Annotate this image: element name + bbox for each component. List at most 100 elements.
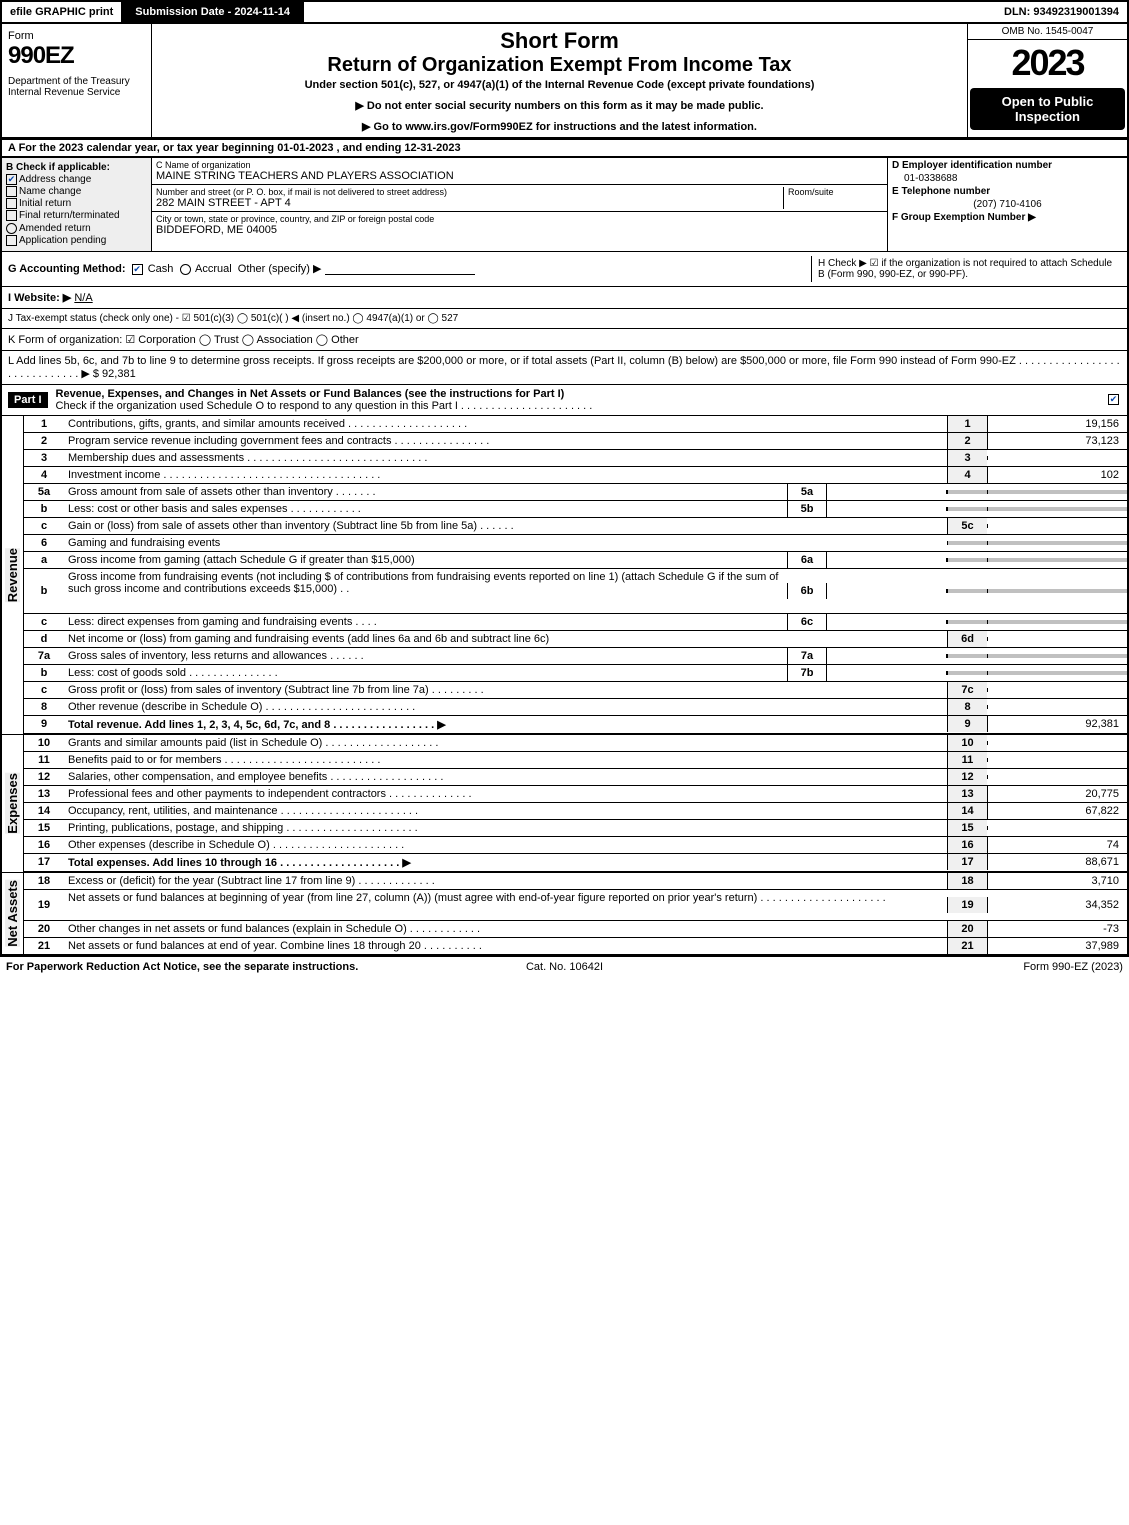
section-h: H Check ▶ ☑ if the organization is not r…	[811, 256, 1121, 282]
netassets-section: Net Assets 18Excess or (deficit) for the…	[0, 873, 1129, 956]
line-15: 15Printing, publications, postage, and s…	[24, 820, 1129, 837]
submission-date: Submission Date - 2024-11-14	[123, 2, 304, 22]
section-c: C Name of organization MAINE STRING TEAC…	[152, 158, 887, 251]
expenses-section: Expenses 10Grants and similar amounts pa…	[0, 735, 1129, 873]
org-name: MAINE STRING TEACHERS AND PLAYERS ASSOCI…	[156, 170, 883, 182]
section-a-text: A For the 2023 calendar year, or tax yea…	[8, 142, 461, 154]
expenses-vert-label: Expenses	[0, 735, 24, 872]
org-name-row: C Name of organization MAINE STRING TEAC…	[152, 158, 887, 185]
part1-schedule-o-checkbox[interactable]	[1108, 394, 1119, 405]
section-l-amount: 92,381	[102, 368, 136, 380]
group-label: F Group Exemption Number ▶	[892, 212, 1036, 223]
revenue-vert-label: Revenue	[0, 416, 24, 734]
line-11: 11Benefits paid to or for members . . . …	[24, 752, 1129, 769]
line-9: 9Total revenue. Add lines 1, 2, 3, 4, 5c…	[24, 716, 1129, 734]
line-21: 21Net assets or fund balances at end of …	[24, 938, 1129, 954]
part1-header: Part I Revenue, Expenses, and Changes in…	[0, 385, 1129, 416]
dln-label: DLN: 93492319001394	[996, 2, 1127, 22]
line-6a: aGross income from gaming (attach Schedu…	[24, 552, 1129, 569]
chk-cash[interactable]	[132, 264, 143, 275]
title-return: Return of Organization Exempt From Incom…	[160, 54, 959, 77]
other-specify-input[interactable]	[325, 263, 475, 275]
footer-right: Form 990-EZ (2023)	[751, 961, 1123, 973]
phone-value: (207) 710-4106	[892, 199, 1123, 210]
city-label: City or town, state or province, country…	[156, 214, 883, 224]
street-label: Number and street (or P. O. box, if mail…	[156, 187, 783, 197]
org-name-label: C Name of organization	[156, 160, 883, 170]
city-row: City or town, state or province, country…	[152, 212, 887, 238]
form-number: 990EZ	[8, 42, 145, 70]
website-value: N/A	[74, 292, 92, 304]
chk-accrual[interactable]	[180, 264, 191, 275]
form-header: Form 990EZ Department of the Treasury In…	[0, 24, 1129, 139]
section-l-text: L Add lines 5b, 6c, and 7b to line 9 to …	[8, 355, 1120, 380]
section-l: L Add lines 5b, 6c, and 7b to line 9 to …	[0, 351, 1129, 385]
line-7a: 7aGross sales of inventory, less returns…	[24, 648, 1129, 665]
section-g: G Accounting Method: Cash Accrual Other …	[8, 262, 811, 275]
chk-address-change[interactable]: Address change	[6, 174, 147, 185]
chk-initial-return[interactable]: Initial return	[6, 198, 147, 209]
page-footer: For Paperwork Reduction Act Notice, see …	[0, 956, 1129, 977]
line-6: 6Gaming and fundraising events	[24, 535, 1129, 552]
line-2: 2Program service revenue including gover…	[24, 433, 1129, 450]
section-b: B Check if applicable: Address change Na…	[2, 158, 152, 251]
street-row: Number and street (or P. O. box, if mail…	[152, 185, 887, 212]
line-6b: bGross income from fundraising events (n…	[24, 569, 1129, 614]
ein-value: 01-0338688	[892, 173, 1123, 184]
accrual-label: Accrual	[195, 263, 232, 275]
header-left: Form 990EZ Department of the Treasury In…	[2, 24, 152, 137]
line-1: 1Contributions, gifts, grants, and simil…	[24, 416, 1129, 433]
top-bar: efile GRAPHIC print Submission Date - 20…	[0, 0, 1129, 24]
part1-badge: Part I	[8, 392, 48, 408]
line-17: 17Total expenses. Add lines 10 through 1…	[24, 854, 1129, 872]
section-j: J Tax-exempt status (check only one) - ☑…	[0, 309, 1129, 329]
line-5b: bLess: cost or other basis and sales exp…	[24, 501, 1129, 518]
form-label: Form	[8, 30, 145, 42]
other-label: Other (specify) ▶	[238, 263, 322, 275]
section-i: I Website: ▶ N/A	[0, 287, 1129, 309]
street-value: 282 MAIN STREET - APT 4	[156, 197, 783, 209]
ein-label: D Employer identification number	[892, 160, 1052, 171]
line-5a: 5aGross amount from sale of assets other…	[24, 484, 1129, 501]
section-bcd: B Check if applicable: Address change Na…	[0, 158, 1129, 252]
chk-name-change[interactable]: Name change	[6, 186, 147, 197]
line-12: 12Salaries, other compensation, and empl…	[24, 769, 1129, 786]
subtitle-section: Under section 501(c), 527, or 4947(a)(1)…	[160, 79, 959, 91]
line-4: 4Investment income . . . . . . . . . . .…	[24, 467, 1129, 484]
omb-number: OMB No. 1545-0047	[968, 24, 1127, 40]
line-5c: cGain or (loss) from sale of assets othe…	[24, 518, 1129, 535]
row-gh: G Accounting Method: Cash Accrual Other …	[0, 252, 1129, 287]
tax-year: 2023	[968, 40, 1127, 86]
revenue-section: Revenue 1Contributions, gifts, grants, a…	[0, 416, 1129, 735]
section-b-label: B Check if applicable:	[6, 162, 147, 173]
netassets-vert-label: Net Assets	[0, 873, 24, 954]
line-14: 14Occupancy, rent, utilities, and mainte…	[24, 803, 1129, 820]
section-d: D Employer identification number 01-0338…	[887, 158, 1127, 251]
section-a: A For the 2023 calendar year, or tax yea…	[0, 139, 1129, 158]
chk-application-pending[interactable]: Application pending	[6, 235, 147, 246]
cash-label: Cash	[148, 263, 174, 275]
line-16: 16Other expenses (describe in Schedule O…	[24, 837, 1129, 854]
header-center: Short Form Return of Organization Exempt…	[152, 24, 967, 137]
room-label: Room/suite	[788, 187, 883, 197]
chk-amended-return[interactable]: Amended return	[6, 223, 147, 234]
efile-label[interactable]: efile GRAPHIC print	[2, 2, 123, 22]
line-10: 10Grants and similar amounts paid (list …	[24, 735, 1129, 752]
line-20: 20Other changes in net assets or fund ba…	[24, 921, 1129, 938]
chk-final-return[interactable]: Final return/terminated	[6, 210, 147, 221]
city-value: BIDDEFORD, ME 04005	[156, 224, 883, 236]
website-label: I Website: ▶	[8, 292, 71, 304]
line-19: 19Net assets or fund balances at beginni…	[24, 890, 1129, 921]
header-right: OMB No. 1545-0047 2023 Open to Public In…	[967, 24, 1127, 137]
line-6d: dNet income or (loss) from gaming and fu…	[24, 631, 1129, 648]
part1-heading: Revenue, Expenses, and Changes in Net As…	[56, 388, 565, 400]
accounting-label: G Accounting Method:	[8, 263, 126, 275]
topbar-spacer	[304, 2, 996, 22]
phone-label: E Telephone number	[892, 186, 990, 197]
line-7b: bLess: cost of goods sold . . . . . . . …	[24, 665, 1129, 682]
line-3: 3Membership dues and assessments . . . .…	[24, 450, 1129, 467]
goto-link[interactable]: ▶ Go to www.irs.gov/Form990EZ for instru…	[160, 120, 959, 133]
line-7c: cGross profit or (loss) from sales of in…	[24, 682, 1129, 699]
line-18: 18Excess or (deficit) for the year (Subt…	[24, 873, 1129, 890]
warning-ssn: ▶ Do not enter social security numbers o…	[160, 99, 959, 112]
